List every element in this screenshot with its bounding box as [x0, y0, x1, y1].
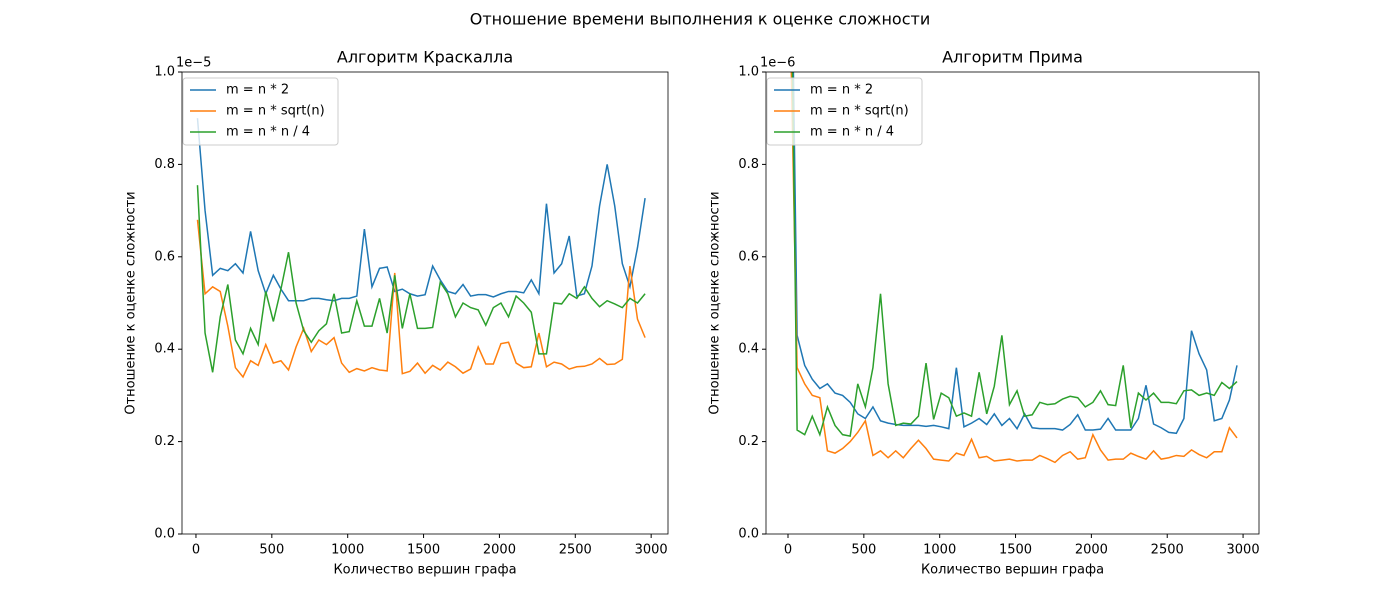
x-tick-label: 0	[784, 543, 792, 558]
y-axis-label: Отношение к оценке сложности	[708, 191, 723, 414]
plot-area	[196, 118, 646, 379]
x-tick-label: 2000	[1075, 543, 1108, 558]
y-tick-label: 1.0	[154, 65, 175, 80]
legend-box	[766, 77, 923, 146]
legend-label: m = n * sqrt(n)	[226, 104, 325, 119]
y-tick-label: 0.4	[154, 342, 175, 357]
chart: Алгоритм Прима Количество вершин графа Отн…	[708, 48, 1260, 578]
line-series	[792, 72, 1238, 435]
legend-label: m = n * 2	[810, 83, 873, 98]
axes-frame	[181, 71, 669, 535]
legend-label: m = n * 2	[226, 83, 289, 98]
y-tick-label: 0.2	[154, 434, 175, 449]
line-series	[791, 72, 1238, 437]
chart: Алгоритм Краскалла Количество вершин граф…	[124, 48, 669, 578]
x-tick-label: 0	[192, 543, 200, 558]
plot-area	[790, 72, 1238, 464]
legend-box	[182, 77, 339, 146]
x-tick-label: 2000	[483, 543, 516, 558]
y-tick-label: 0.0	[738, 527, 759, 542]
y-tick-label: 0.4	[738, 342, 759, 357]
line-series	[196, 118, 646, 302]
y-tick-label: 0.2	[738, 434, 759, 449]
y-tick-label: 0.6	[738, 249, 759, 264]
y-axis-label: Отношение к оценке сложности	[124, 191, 139, 414]
x-tick-label: 500	[851, 543, 876, 558]
x-tick-label: 1000	[331, 543, 364, 558]
legend-label: m = n * n / 4	[810, 125, 894, 140]
x-tick-label: 500	[259, 543, 284, 558]
x-tick-label: 1500	[407, 543, 440, 558]
x-tick-label: 3000	[635, 543, 668, 558]
x-axis-label: Количество вершин графа	[333, 563, 516, 578]
offset-text: 1e−6	[760, 56, 795, 71]
x-tick-label: 1000	[923, 543, 956, 558]
legend-label: m = n * n / 4	[226, 125, 310, 140]
chart-title: Алгоритм Краскалла	[337, 48, 513, 67]
x-tick-label: 2500	[559, 543, 592, 558]
chart-title: Алгоритм Прима	[942, 48, 1083, 67]
line-series	[196, 219, 646, 379]
x-tick-label: 3000	[1227, 543, 1260, 558]
axes-frame	[765, 71, 1260, 535]
line-series	[196, 185, 646, 373]
y-tick-label: 0.6	[154, 249, 175, 264]
figure-title: Отношение времени выполнения к оценке сл…	[470, 10, 930, 29]
y-tick-label: 1.0	[738, 65, 759, 80]
y-tick-label: 0.8	[154, 157, 175, 172]
x-tick-label: 1500	[999, 543, 1032, 558]
offset-text: 1e−5	[176, 56, 211, 71]
y-tick-label: 0.0	[154, 527, 175, 542]
line-series	[790, 72, 1238, 464]
y-tick-label: 0.8	[738, 157, 759, 172]
x-axis-label: Количество вершин графа	[921, 563, 1104, 578]
legend-label: m = n * sqrt(n)	[810, 104, 909, 119]
x-tick-label: 2500	[1151, 543, 1184, 558]
